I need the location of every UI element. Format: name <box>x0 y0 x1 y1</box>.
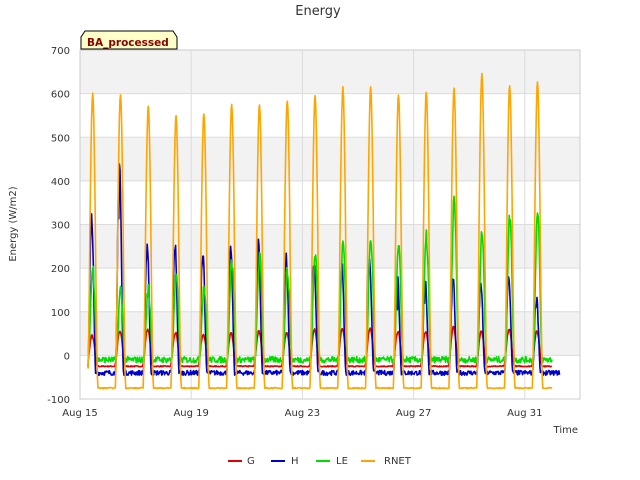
series-line-h <box>87 163 561 377</box>
x-tick-label: Aug 27 <box>396 408 431 419</box>
series-layer <box>87 72 561 390</box>
plot-band <box>80 50 580 94</box>
y-tick-label: 400 <box>51 177 70 188</box>
plot-frame <box>79 49 581 400</box>
y-axis-title: Energy (W/m2) <box>8 186 19 261</box>
plot-band <box>80 224 580 269</box>
series-line-rnet <box>87 72 553 390</box>
y-tick-label: 200 <box>51 264 70 275</box>
axes: -100 0 100 200 300 400 500 600 700 Aug 15 Aug 19 Au… <box>47 46 581 419</box>
y-tick-label: 100 <box>51 308 70 319</box>
badge-box <box>80 30 178 50</box>
x-tick-label: Aug 23 <box>285 408 320 419</box>
legend-label-le: LE <box>336 456 348 467</box>
x-tick-label: Aug 19 <box>173 408 208 419</box>
y-tick-label: -100 <box>47 395 70 406</box>
legend-label-h: H <box>291 456 299 467</box>
processed-badge: BA_processed <box>80 30 178 50</box>
legend-label-g: G <box>247 456 255 467</box>
plot-band <box>80 137 580 181</box>
y-tick-label: 300 <box>51 221 70 232</box>
y-tick-label: 0 <box>64 351 70 362</box>
legend: G H LE RNET <box>228 456 412 467</box>
x-tick-label: Aug 15 <box>62 408 97 419</box>
legend-label-rnet: RNET <box>384 456 412 467</box>
y-tick-label: 600 <box>51 90 70 101</box>
x-tick-label: Aug 31 <box>507 408 542 419</box>
badge-label: BA_processed <box>87 37 169 49</box>
chart-title: Energy <box>295 4 341 19</box>
plot-band <box>80 311 580 356</box>
y-tick-label: 500 <box>51 133 70 144</box>
x-axis-title: Time <box>553 425 578 436</box>
y-tick-label: 700 <box>51 46 70 57</box>
